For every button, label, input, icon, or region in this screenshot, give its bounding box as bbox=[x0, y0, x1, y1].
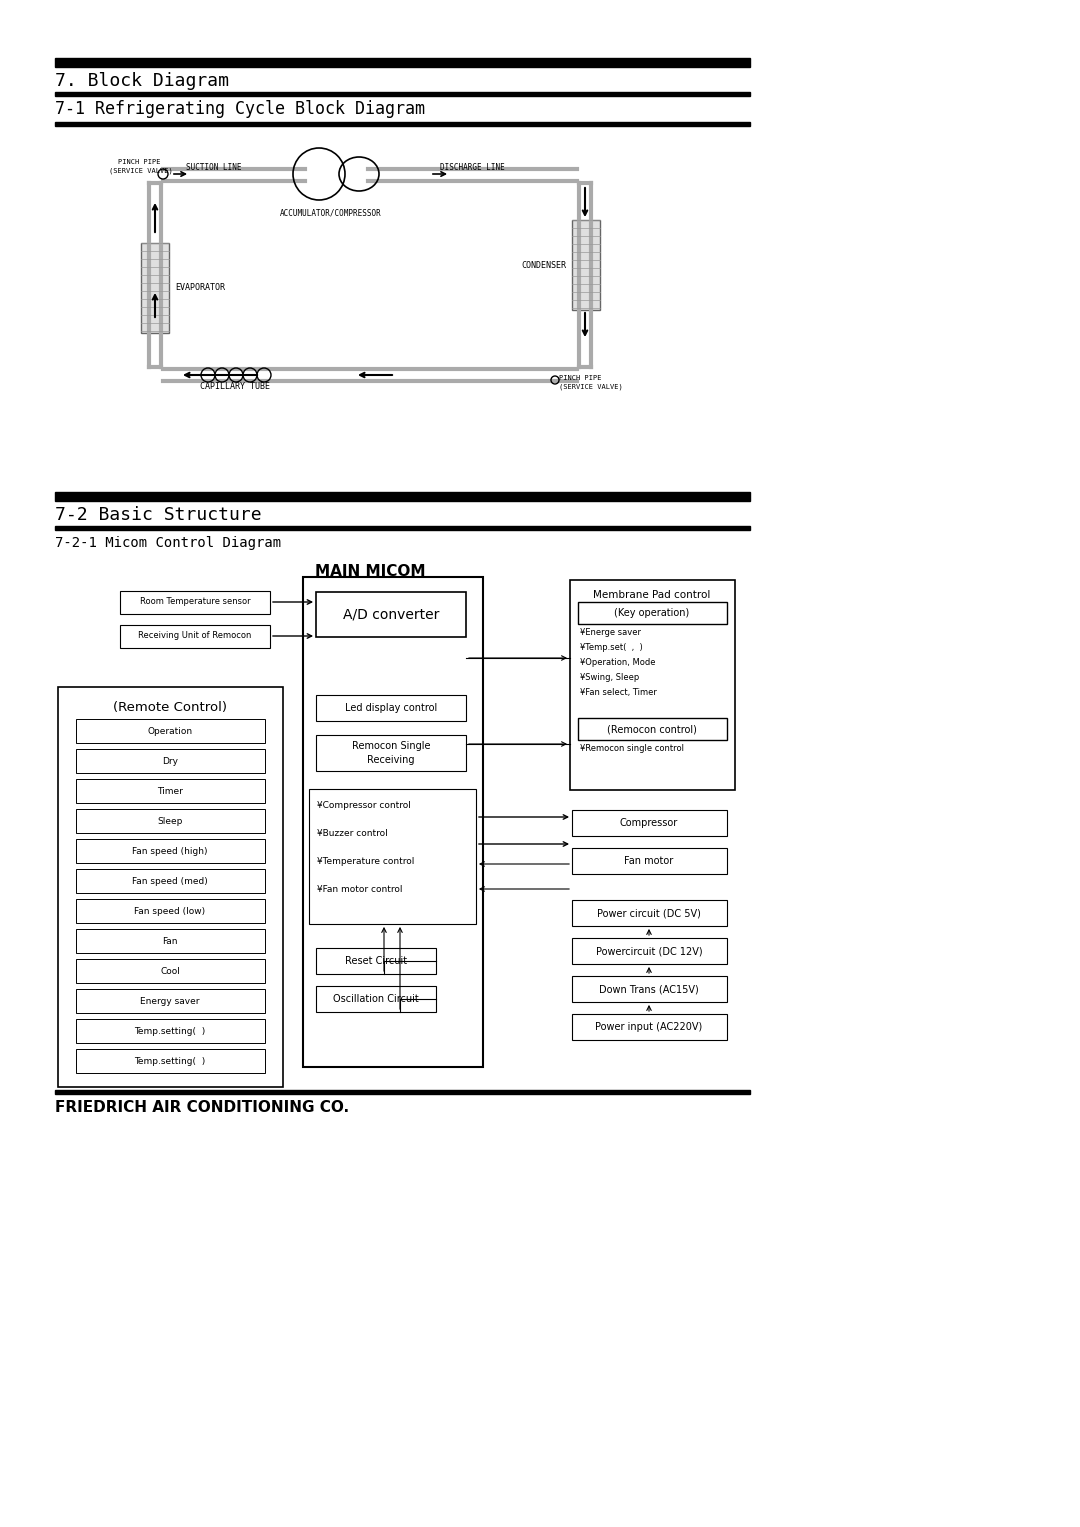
Bar bbox=[120, 591, 270, 614]
Bar bbox=[76, 809, 265, 834]
Text: Powercircuit (DC 12V): Powercircuit (DC 12V) bbox=[596, 947, 702, 956]
Bar bbox=[76, 750, 265, 773]
Bar bbox=[309, 789, 476, 924]
Text: ¥Fan select, Timer: ¥Fan select, Timer bbox=[580, 689, 657, 696]
Bar bbox=[55, 58, 750, 67]
Bar bbox=[572, 847, 727, 873]
Text: Timer: Timer bbox=[157, 786, 183, 796]
Bar bbox=[572, 220, 600, 310]
Text: ¥Temperature control: ¥Temperature control bbox=[318, 857, 415, 866]
Text: 7-1 Refrigerating Cycle Block Diagram: 7-1 Refrigerating Cycle Block Diagram bbox=[55, 99, 426, 118]
Text: Fan speed (med): Fan speed (med) bbox=[132, 876, 207, 886]
Bar bbox=[570, 580, 735, 789]
Text: CONDENSER: CONDENSER bbox=[521, 261, 566, 269]
Text: ¥Temp.set(  ,  ): ¥Temp.set( , ) bbox=[580, 643, 643, 652]
Text: Sleep: Sleep bbox=[158, 817, 183, 826]
Text: Dry: Dry bbox=[162, 756, 178, 765]
Bar bbox=[572, 938, 727, 964]
Bar bbox=[76, 1049, 265, 1073]
Text: Oscillation Circuit: Oscillation Circuit bbox=[333, 994, 419, 1003]
Bar bbox=[55, 92, 750, 96]
Bar bbox=[572, 809, 727, 835]
Bar bbox=[55, 525, 750, 530]
Bar bbox=[76, 838, 265, 863]
Bar bbox=[76, 719, 265, 744]
Bar bbox=[572, 1014, 727, 1040]
Text: Down Trans (AC15V): Down Trans (AC15V) bbox=[599, 983, 699, 994]
Text: Cool: Cool bbox=[160, 967, 180, 976]
Text: 7-2 Basic Structure: 7-2 Basic Structure bbox=[55, 505, 261, 524]
Bar bbox=[58, 687, 283, 1087]
Text: Membrane Pad control: Membrane Pad control bbox=[593, 589, 711, 600]
Bar bbox=[76, 928, 265, 953]
Text: Room Temperature sensor: Room Temperature sensor bbox=[139, 597, 251, 606]
Bar bbox=[76, 989, 265, 1012]
Text: ¥Fan motor control: ¥Fan motor control bbox=[318, 886, 403, 893]
Text: (SERVICE VALVE): (SERVICE VALVE) bbox=[559, 383, 623, 391]
Text: Operation: Operation bbox=[148, 727, 192, 736]
Text: Power input (AC220V): Power input (AC220V) bbox=[595, 1022, 703, 1032]
Text: Remocon Single: Remocon Single bbox=[352, 741, 430, 751]
Bar bbox=[303, 577, 483, 1067]
Text: ¥Swing, Sleep: ¥Swing, Sleep bbox=[580, 673, 639, 683]
Bar bbox=[572, 899, 727, 925]
Text: EVAPORATOR: EVAPORATOR bbox=[175, 284, 225, 293]
Text: Led display control: Led display control bbox=[345, 702, 437, 713]
Bar bbox=[120, 625, 270, 647]
Text: CAPILLARY TUBE: CAPILLARY TUBE bbox=[200, 382, 270, 391]
Bar bbox=[316, 734, 465, 771]
Bar bbox=[55, 1090, 750, 1093]
Bar bbox=[76, 1019, 265, 1043]
Text: Fan motor: Fan motor bbox=[624, 857, 674, 866]
Text: Temp.setting(  ): Temp.setting( ) bbox=[134, 1057, 205, 1066]
Text: 7-2-1 Micom Control Diagram: 7-2-1 Micom Control Diagram bbox=[55, 536, 281, 550]
Bar bbox=[316, 948, 436, 974]
Bar bbox=[76, 899, 265, 922]
Bar bbox=[141, 243, 168, 333]
Text: Power circuit (DC 5V): Power circuit (DC 5V) bbox=[597, 909, 701, 918]
Text: Temp.setting(  ): Temp.setting( ) bbox=[134, 1026, 205, 1035]
Text: SUCTION LINE: SUCTION LINE bbox=[186, 163, 242, 173]
Text: ¥Buzzer control: ¥Buzzer control bbox=[318, 829, 388, 838]
Text: (SERVICE VALVE): (SERVICE VALVE) bbox=[109, 168, 173, 174]
Text: MAIN MICOM: MAIN MICOM bbox=[314, 563, 426, 579]
Text: ¥Compressor control: ¥Compressor control bbox=[318, 802, 410, 809]
Bar bbox=[76, 779, 265, 803]
Text: Fan speed (low): Fan speed (low) bbox=[134, 907, 205, 916]
Text: ¥Remocon single control: ¥Remocon single control bbox=[580, 744, 684, 753]
Bar bbox=[316, 695, 465, 721]
Bar bbox=[76, 869, 265, 893]
Text: A/D converter: A/D converter bbox=[342, 608, 440, 621]
Bar bbox=[316, 986, 436, 1012]
Bar bbox=[76, 959, 265, 983]
Text: Receiving Unit of Remocon: Receiving Unit of Remocon bbox=[138, 632, 252, 640]
Text: (Key operation): (Key operation) bbox=[615, 608, 690, 618]
Text: Energy saver: Energy saver bbox=[140, 997, 200, 1005]
Text: Receiving: Receiving bbox=[367, 754, 415, 765]
Text: Fan: Fan bbox=[162, 936, 178, 945]
Text: Compressor: Compressor bbox=[620, 818, 678, 828]
Text: 7. Block Diagram: 7. Block Diagram bbox=[55, 72, 229, 90]
Bar bbox=[578, 718, 727, 741]
Text: ¥Operation, Mode: ¥Operation, Mode bbox=[580, 658, 656, 667]
Text: DISCHARGE LINE: DISCHARGE LINE bbox=[440, 163, 504, 173]
Text: ACCUMULATOR/COMPRESSOR: ACCUMULATOR/COMPRESSOR bbox=[280, 208, 381, 217]
Text: ¥Energe saver: ¥Energe saver bbox=[580, 628, 642, 637]
Text: Reset Circuit: Reset Circuit bbox=[345, 956, 407, 967]
Text: FRIEDRICH AIR CONDITIONING CO.: FRIEDRICH AIR CONDITIONING CO. bbox=[55, 1099, 349, 1115]
Bar bbox=[316, 592, 465, 637]
Text: PINCH PIPE: PINCH PIPE bbox=[559, 376, 602, 382]
Bar bbox=[55, 122, 750, 127]
Bar bbox=[572, 976, 727, 1002]
Bar bbox=[55, 492, 750, 501]
Bar bbox=[578, 602, 727, 625]
Text: (Remocon control): (Remocon control) bbox=[607, 724, 697, 734]
Text: Fan speed (high): Fan speed (high) bbox=[132, 846, 207, 855]
Text: PINCH PIPE: PINCH PIPE bbox=[118, 159, 161, 165]
Text: (Remote Control): (Remote Control) bbox=[113, 701, 227, 715]
